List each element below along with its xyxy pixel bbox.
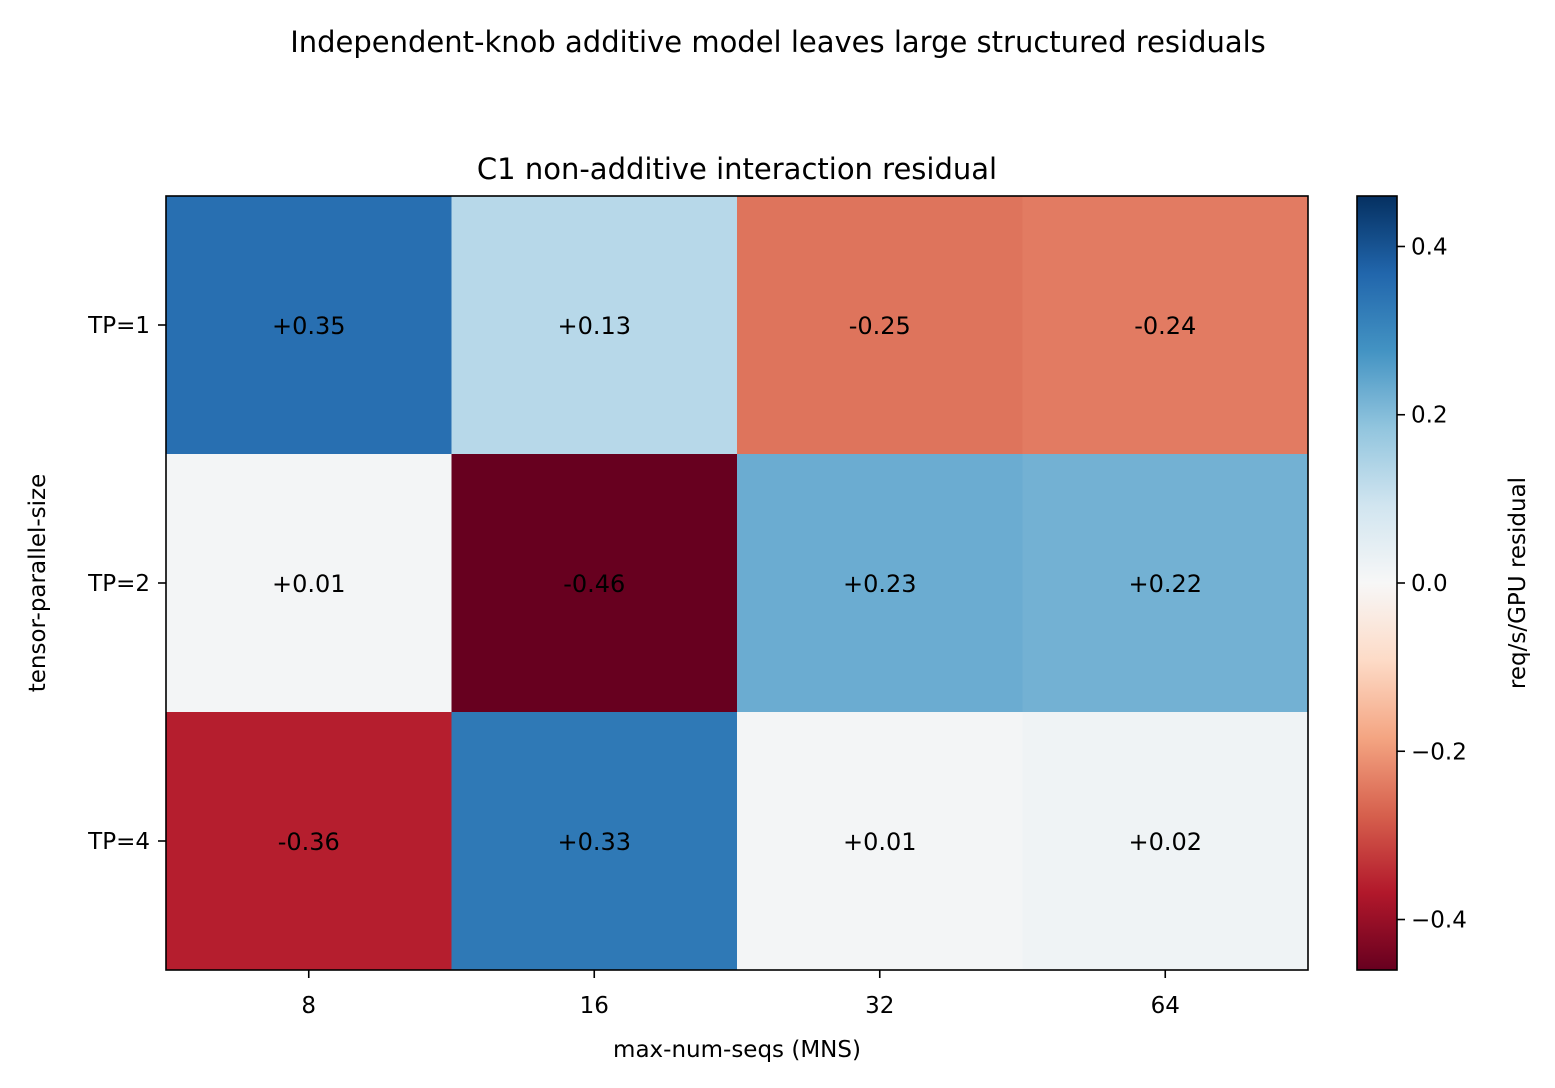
cell-value-label: +0.01 — [843, 828, 917, 856]
heatmap-cell — [451, 196, 738, 455]
y-tick-label: TP=2 — [87, 571, 150, 597]
colorbar-label: req/s/GPU residual — [1505, 477, 1531, 689]
cell-value-label: -0.36 — [278, 828, 340, 856]
y-axis-label: tensor-parallel-size — [25, 474, 51, 693]
y-tick-label: TP=1 — [87, 313, 150, 339]
x-tick-label: 64 — [1151, 993, 1180, 1019]
cell-value-label: -0.46 — [563, 570, 625, 598]
heatmap-cell — [1022, 454, 1309, 713]
heatmap-cell — [166, 196, 452, 455]
heatmap-cells — [166, 196, 1309, 971]
cell-value-label: +0.13 — [557, 312, 631, 340]
colorbar-tick-label: 0.0 — [1411, 571, 1448, 597]
colorbar-tick-label: −0.4 — [1411, 908, 1467, 934]
heatmap-cell — [737, 196, 1023, 455]
colorbar-ticks: 0.4 0.2 0.0 −0.2 −0.4 — [1397, 234, 1467, 934]
colorbar-tick-label: −0.2 — [1411, 739, 1467, 765]
cell-value-label: +0.02 — [1128, 828, 1202, 856]
cell-value-label: +0.35 — [272, 312, 346, 340]
heatmap-cell — [1022, 712, 1309, 971]
chart-title: C1 non-additive interaction residual — [477, 152, 997, 186]
cell-value-label: +0.23 — [843, 570, 917, 598]
cell-value-label: +0.01 — [272, 570, 346, 598]
y-tick-label: TP=4 — [87, 829, 150, 855]
x-tick-label: 8 — [301, 993, 316, 1019]
x-tick-label: 32 — [865, 993, 894, 1019]
colorbar — [1356, 195, 1398, 971]
cell-value-label: +0.22 — [1128, 570, 1202, 598]
x-tick-label: 16 — [580, 993, 609, 1019]
heatmap-cell — [451, 454, 738, 713]
colorbar-tick-label: 0.2 — [1411, 403, 1448, 429]
figure-suptitle: Independent-knob additive model leaves l… — [290, 25, 1266, 59]
heatmap-cell — [451, 712, 738, 971]
heatmap-cell — [166, 454, 452, 713]
x-axis-label: max-num-seqs (MNS) — [613, 1037, 861, 1063]
heatmap-cell — [737, 454, 1023, 713]
heatmap-cell — [166, 712, 452, 971]
x-axis-ticks: 8 16 32 64 — [301, 970, 1180, 1019]
heatmap-cell-labels: +0.35 +0.13 -0.25 -0.24 +0.01 -0.46 +0.23 +0.22… — [272, 312, 1202, 856]
y-axis-ticks: TP=1 TP=2 TP=4 — [87, 313, 166, 855]
cell-value-label: -0.25 — [849, 312, 911, 340]
heatmap-cell — [1022, 196, 1309, 455]
colorbar-tick-label: 0.4 — [1411, 234, 1448, 260]
heatmap-cell — [737, 712, 1023, 971]
cell-value-label: +0.33 — [557, 828, 631, 856]
cell-value-label: -0.24 — [1134, 312, 1196, 340]
